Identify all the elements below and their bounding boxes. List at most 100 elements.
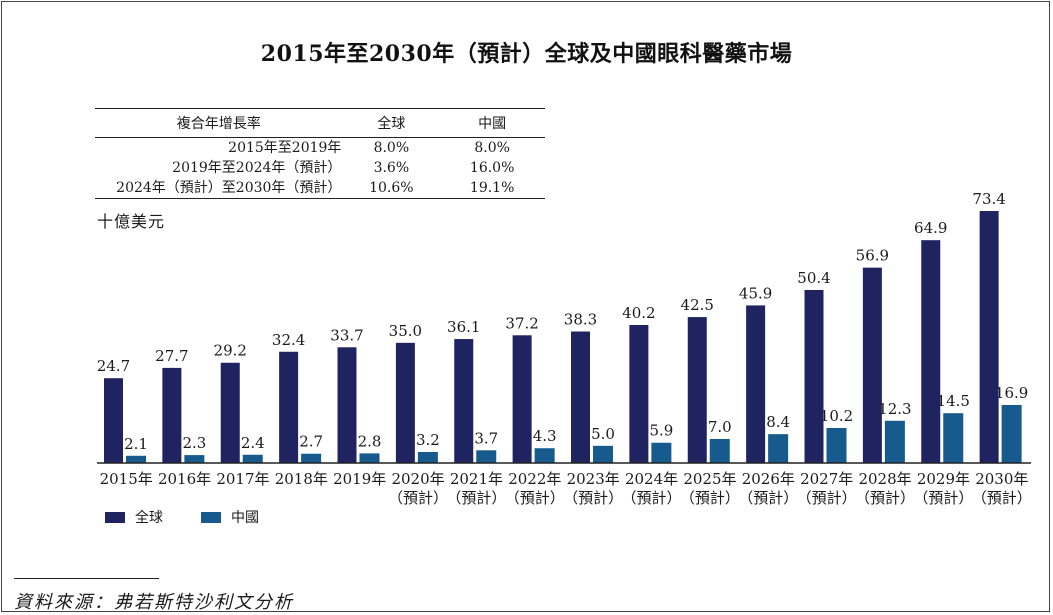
cagr-global-value: 8.0% (373, 140, 410, 156)
x-tick-note: （預計） (913, 489, 973, 507)
bar-china (242, 454, 263, 463)
data-label-global: 33.7 (330, 326, 363, 344)
legend-swatch-china (201, 511, 221, 523)
data-label-china: 5.9 (649, 422, 673, 440)
data-label-global: 24.7 (97, 357, 130, 375)
data-label-global: 45.9 (739, 284, 772, 302)
bar-china (417, 452, 438, 463)
data-label-global: 73.4 (972, 190, 1005, 208)
bar-global (979, 211, 999, 463)
data-label-china: 2.7 (299, 433, 323, 451)
bar-china (359, 453, 380, 463)
x-tick-label: 2016年 (158, 470, 211, 488)
data-label-global: 64.9 (914, 219, 947, 237)
data-label-global: 40.2 (622, 304, 655, 322)
x-tick-label: 2015年 (100, 470, 153, 488)
data-label-china: 2.4 (241, 434, 265, 452)
bar-china (301, 453, 322, 463)
bar-china (768, 434, 789, 463)
x-tick-label: 2023年 (567, 470, 620, 488)
legend-swatch-global (105, 511, 125, 523)
data-label-china: 12.3 (878, 400, 911, 418)
x-tick-label: 2027年 (800, 470, 853, 488)
x-tick-label: 2021年 (450, 470, 503, 488)
x-tick-label: 2028年 (858, 470, 911, 488)
bar-global (337, 347, 357, 463)
source-note: 資料來源：弗若斯特沙利文分析 (14, 592, 294, 613)
data-label-china: 8.4 (766, 413, 790, 431)
x-tick-note: （預計） (797, 489, 857, 507)
x-tick-label: 2030年 (975, 470, 1028, 488)
bar-global (629, 324, 649, 463)
x-tick-label: 2024年 (625, 470, 678, 488)
bar-global (454, 339, 474, 463)
cagr-period: 2024年（預計）至2030年（預計） (95, 178, 344, 199)
bar-china (826, 427, 847, 463)
cagr-header-period: 複合年增長率 (95, 108, 344, 138)
data-label-global: 37.2 (505, 314, 538, 332)
data-label-global: 35.0 (389, 322, 422, 340)
legend-label-global: 全球 (135, 510, 163, 526)
bar-china (126, 455, 146, 463)
data-label-global: 38.3 (564, 311, 597, 329)
bar-global (687, 317, 707, 463)
legend-label-china: 中國 (231, 510, 259, 526)
x-tick-label: 2029年 (917, 470, 970, 488)
x-tick-note: （預計） (738, 489, 798, 507)
cagr-row: 2019年至2024年（預計） 3.6% 16.0% (95, 158, 545, 178)
bar-global (804, 289, 824, 463)
bar-global (162, 367, 182, 463)
bar-china (593, 445, 613, 463)
x-tick-label: 2026年 (742, 470, 795, 488)
x-tick-label: 2020年 (391, 470, 444, 488)
data-label-global: 36.1 (447, 318, 480, 336)
cagr-header-global: 全球 (343, 108, 440, 138)
bar-china (651, 442, 672, 463)
data-label-china: 2.8 (358, 432, 382, 450)
x-tick-note: （預計） (855, 489, 915, 507)
bar-china (184, 455, 205, 463)
cagr-china-value: 16.0% (469, 160, 515, 176)
data-label-china: 10.2 (820, 407, 853, 425)
cagr-china-value: 19.1% (439, 178, 545, 199)
data-label-china: 16.9 (995, 384, 1028, 402)
cagr-global-value: 3.6% (373, 160, 410, 176)
bar-global (220, 362, 240, 463)
data-label-china: 2.3 (182, 434, 206, 452)
data-label-china: 14.5 (937, 392, 970, 410)
data-label-china: 5.0 (591, 425, 615, 443)
bar-china (476, 450, 497, 463)
data-label-global: 56.9 (856, 247, 889, 265)
x-tick-note: （預計） (563, 489, 623, 507)
y-axis-unit-label: 十億美元 (97, 212, 166, 231)
x-tick-note: （預計） (622, 489, 682, 507)
data-label-global: 27.7 (155, 347, 188, 365)
source-divider (14, 578, 159, 579)
x-tick-label: 2022年 (508, 470, 561, 488)
cagr-period: 2015年至2019年 (228, 140, 342, 156)
x-tick-label: 2025年 (683, 470, 736, 488)
x-tick-label: 2018年 (275, 470, 328, 488)
bar-global (104, 378, 123, 463)
cagr-table: 複合年增長率 全球 中國 2015年至2019年 8.0% 8.0% 2019年… (95, 108, 545, 199)
cagr-global-value: 10.6% (343, 178, 440, 199)
bar-global (512, 335, 532, 463)
bar-global (571, 331, 590, 463)
bar-global (746, 305, 766, 463)
data-label-global: 32.4 (272, 331, 305, 349)
bar-china (1001, 404, 1022, 463)
x-tick-note: （預計） (388, 489, 448, 507)
cagr-header-china: 中國 (439, 108, 545, 138)
legend: 全球 中國 (105, 507, 297, 527)
data-label-china: 3.2 (416, 431, 440, 449)
bar-global (395, 342, 415, 463)
chart-title: 2015年至2030年（預計）全球及中國眼科醫藥市場 (260, 41, 793, 67)
bar-global (862, 267, 882, 463)
cagr-china-value: 8.0% (474, 140, 510, 156)
cagr-period: 2019年至2024年（預計） (172, 160, 342, 176)
x-tick-label: 2017年 (216, 470, 269, 488)
bar-china (534, 448, 555, 463)
data-label-china: 3.7 (474, 429, 498, 447)
